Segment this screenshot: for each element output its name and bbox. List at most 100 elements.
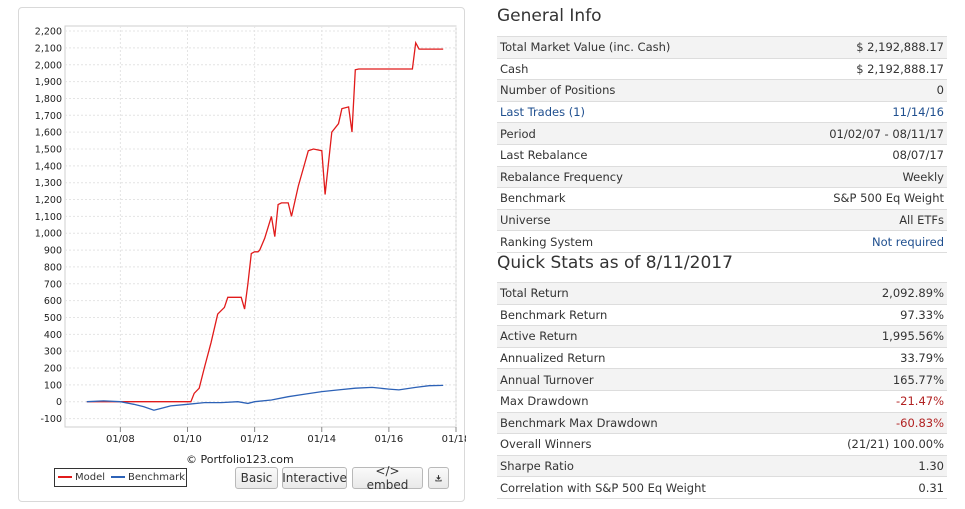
table-row: Last Trades (1) 11/14/16: [497, 100, 947, 123]
chart-panel: -100 0 100 200 300 400 500 600 700 800 900 1,000 1,1…: [18, 7, 466, 503]
row-value: Weekly: [764, 165, 947, 188]
row-label: Total Return: [497, 282, 800, 305]
row-value: 1.30: [799, 454, 947, 477]
row-value: 2,092.89%: [799, 282, 947, 305]
table-row: Sharpe Ratio 1.30: [497, 454, 947, 477]
y-tick-label: 1,200: [35, 195, 62, 206]
table-row: Benchmark Max Drawdown -60.83%: [497, 411, 947, 434]
y-tick-label: 700: [44, 279, 62, 290]
x-tick-label: 01/08: [106, 434, 135, 445]
row-value: 0: [764, 79, 947, 102]
row-value: 08/07/17: [764, 143, 947, 167]
y-tick-label: 1,900: [35, 77, 62, 88]
row-label: Cash: [497, 57, 765, 80]
plot-area: [64, 25, 457, 428]
row-value: $ 2,192,888.17: [764, 57, 947, 80]
x-tick-label: 01/10: [173, 434, 202, 445]
legend-item-benchmark[interactable]: Benchmark: [111, 472, 185, 483]
row-value: 1,995.56%: [799, 325, 947, 348]
y-tick-label: 0: [56, 397, 62, 408]
legend-label-model: Model: [75, 472, 106, 483]
legend-label-benchmark: Benchmark: [128, 472, 185, 483]
ranking-system-link[interactable]: Not required: [764, 230, 947, 253]
table-row: Overall Winners (21/21) 100.00%: [497, 433, 947, 456]
table-row: Cash $ 2,192,888.17: [497, 57, 947, 80]
y-tick-label: 200: [44, 364, 62, 375]
row-value: $ 2,192,888.17: [764, 36, 947, 59]
last-trades-link[interactable]: Last Trades (1): [497, 100, 765, 123]
y-tick-label: -100: [40, 414, 62, 425]
table-row: Ranking System Not required: [497, 230, 947, 253]
row-value: 01/02/07 - 08/11/17: [764, 122, 947, 145]
row-value-negative: -60.83%: [799, 411, 947, 434]
chart-legend: Model Benchmark: [54, 468, 187, 487]
download-icon: [435, 475, 442, 482]
row-label: Sharpe Ratio: [497, 454, 800, 477]
table-row: Correlation with S&P 500 Eq Weight 0.31: [497, 476, 947, 499]
y-tick-label: 1,300: [35, 178, 62, 189]
y-tick-label: 1,700: [35, 111, 62, 122]
row-label: Benchmark Max Drawdown: [497, 411, 800, 434]
y-tick-label: 2,100: [35, 43, 62, 54]
y-tick-label: 1,000: [35, 229, 62, 240]
y-tick-label: 1,800: [35, 94, 62, 105]
row-label: Correlation with S&P 500 Eq Weight: [497, 476, 800, 499]
x-tick-label: 01/16: [374, 434, 403, 445]
table-row: Max Drawdown -21.47%: [497, 389, 947, 413]
table-row: Annual Turnover 165.77%: [497, 368, 947, 391]
row-label: Last Rebalance: [497, 143, 765, 167]
row-value: 0.31: [799, 476, 947, 499]
y-tick-label: 2,200: [35, 27, 62, 38]
basic-button[interactable]: Basic: [235, 467, 278, 489]
y-tick-label: 1,500: [35, 144, 62, 155]
row-label: Active Return: [497, 325, 800, 348]
row-label: Period: [497, 122, 765, 145]
row-label: Rebalance Frequency: [497, 165, 765, 188]
interactive-button[interactable]: Interactive: [282, 467, 347, 489]
y-tick-label: 100: [44, 380, 62, 391]
y-tick-label: 400: [44, 330, 62, 341]
table-row: Universe All ETFs: [497, 208, 947, 231]
row-label: Total Market Value (inc. Cash): [497, 36, 765, 59]
y-tick-label: 800: [44, 262, 62, 273]
legend-swatch-model: [58, 476, 72, 478]
y-tick-label: 1,100: [35, 212, 62, 223]
embed-button[interactable]: </> embed: [352, 464, 423, 492]
series-line-benchmark: [86, 384, 444, 411]
x-tick-label: 01/14: [307, 434, 336, 445]
row-value: 165.77%: [799, 368, 947, 391]
table-row: Total Market Value (inc. Cash) $ 2,192,88…: [497, 36, 947, 59]
table-row: Benchmark Return 97.33%: [497, 303, 947, 326]
series-line-model: [86, 40, 444, 403]
row-label: Universe: [497, 208, 765, 231]
x-tick-label: 01/12: [240, 434, 269, 445]
row-value: All ETFs: [764, 208, 947, 231]
y-tick-label: 500: [44, 313, 62, 324]
table-row: Number of Positions 0: [497, 79, 947, 102]
row-label: Max Drawdown: [497, 389, 800, 413]
y-tick-label: 2,000: [35, 60, 62, 71]
table-row: Annualized Return 33.79%: [497, 346, 947, 369]
y-tick-label: 600: [44, 296, 62, 307]
y-tick-label: 900: [44, 246, 62, 257]
quick-stats-table: Total Return 2,092.89% Benchmark Return 97…: [497, 282, 947, 499]
legend-item-model[interactable]: Model: [58, 472, 105, 483]
performance-chart[interactable]: -100 0 100 200 300 400 500 600 700 800 900 1,000 1,1…: [19, 8, 466, 503]
row-label: Benchmark: [497, 187, 765, 210]
last-trades-date-link[interactable]: 11/14/16: [764, 100, 947, 123]
table-row: Benchmark S&P 500 Eq Weight: [497, 187, 947, 210]
row-label: Annual Turnover: [497, 368, 800, 391]
download-button[interactable]: [428, 467, 449, 489]
row-label: Number of Positions: [497, 79, 765, 102]
row-value: 33.79%: [799, 346, 947, 369]
copyright-text: © Portfolio123.com: [186, 453, 294, 466]
x-tick-label: 01/18: [442, 434, 466, 445]
row-label: Annualized Return: [497, 346, 800, 369]
quick-stats-title: Quick Stats as of 8/11/2017: [497, 253, 733, 273]
row-label: Benchmark Return: [497, 303, 800, 326]
row-value-negative: -21.47%: [799, 389, 947, 413]
row-label: Overall Winners: [497, 433, 800, 456]
legend-swatch-benchmark: [111, 476, 126, 478]
table-row: Active Return 1,995.56%: [497, 325, 947, 348]
row-value: S&P 500 Eq Weight: [764, 187, 947, 210]
